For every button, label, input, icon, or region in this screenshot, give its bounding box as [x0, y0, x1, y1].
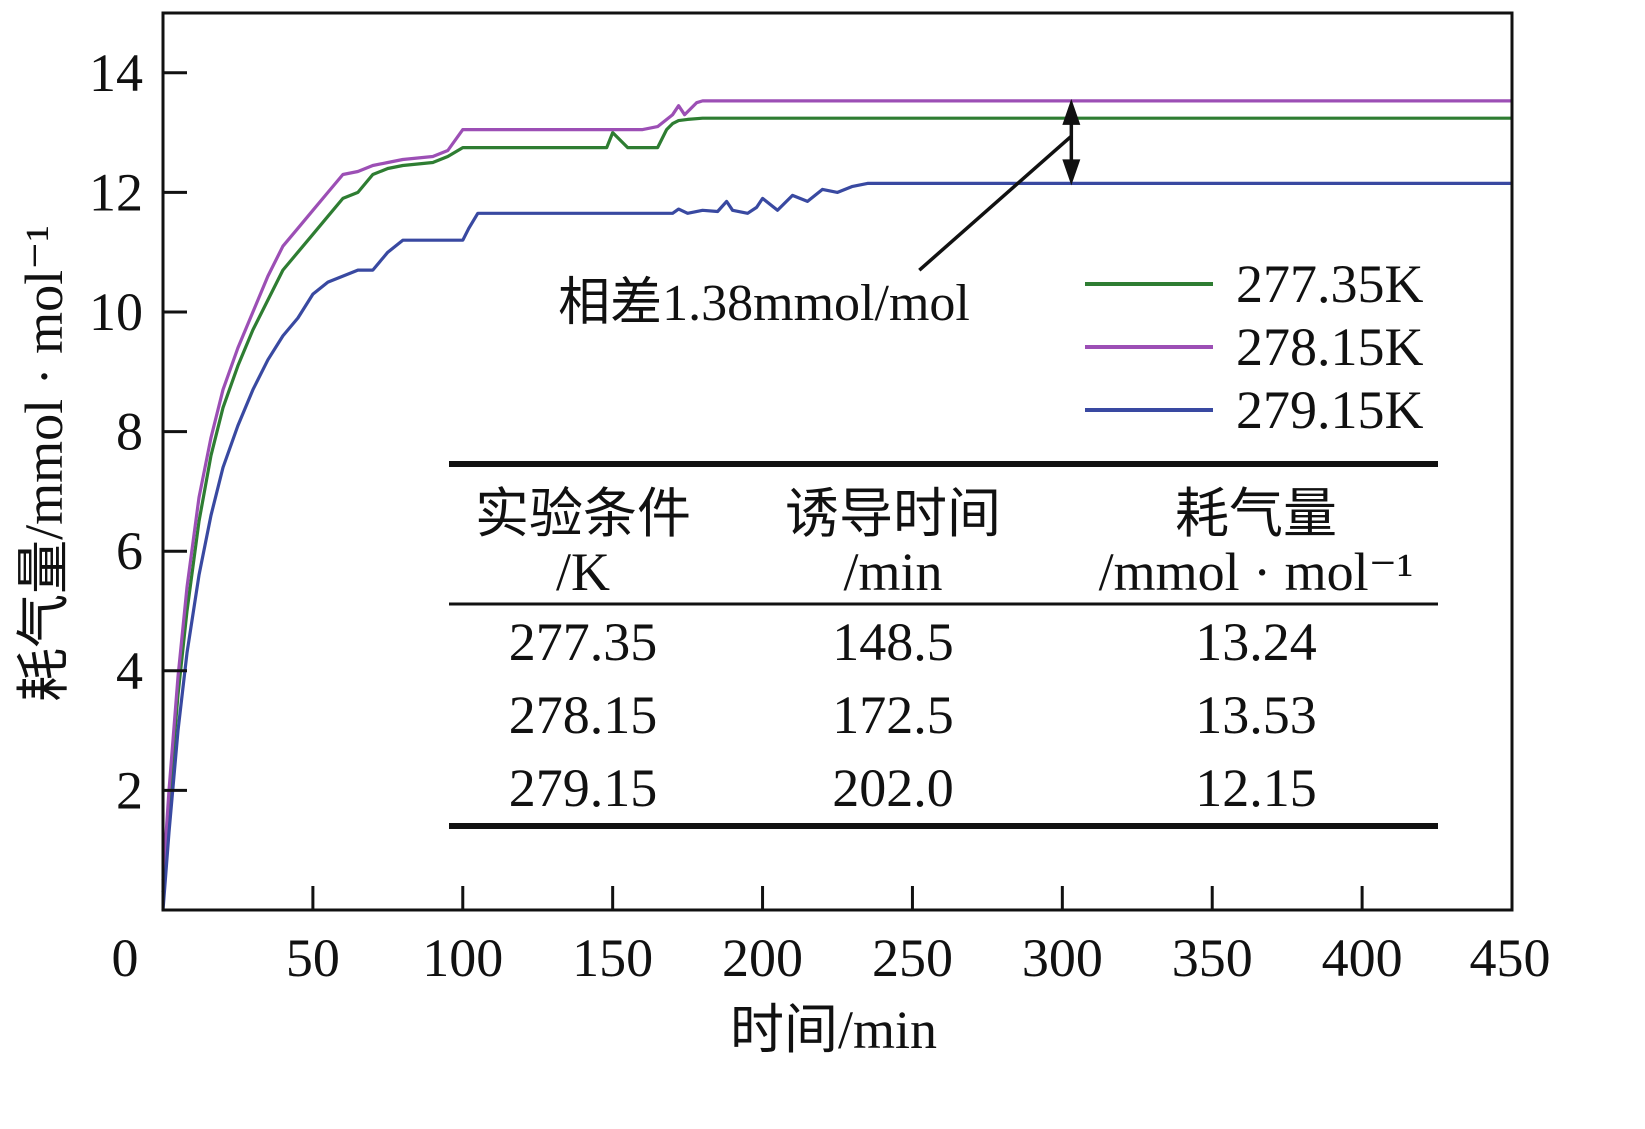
- x-tick-label-400: 400: [1322, 928, 1403, 988]
- table-cell-r3-c2: 202.0: [832, 758, 954, 818]
- table-header-1-line1: 实验条件: [475, 484, 691, 544]
- y-tick-label-12: 12: [89, 162, 143, 222]
- y-tick-label-10: 10: [89, 282, 143, 342]
- table-cell-r1-c2: 148.5: [832, 612, 954, 672]
- legend-label-3: 279.15K: [1236, 380, 1424, 440]
- y-tick-label-8: 8: [116, 402, 143, 462]
- table-cell-r2-c2: 172.5: [832, 685, 954, 745]
- y-tick-label-14: 14: [89, 43, 143, 103]
- x-tick-label-0: 0: [112, 928, 139, 988]
- x-tick-label-300: 300: [1022, 928, 1103, 988]
- x-axis-label: 时间/min: [730, 1000, 937, 1060]
- annotation-group: 相差1.38mmol/mol: [558, 98, 1081, 332]
- legend-label-2: 278.15K: [1236, 317, 1424, 377]
- table-cell-r3-c1: 279.15: [509, 758, 658, 818]
- legend-label-1: 277.35K: [1236, 254, 1424, 314]
- table-header-3-line1: 耗气量: [1175, 484, 1337, 544]
- table-cell-r2-c1: 278.15: [509, 685, 658, 745]
- x-tick-label-250: 250: [872, 928, 953, 988]
- annotation-label: 相差1.38mmol/mol: [558, 275, 970, 332]
- table-header-2-line1: 诱导时间: [785, 484, 1001, 544]
- x-tick-label-150: 150: [572, 928, 653, 988]
- y-axis-label: 耗气量/mmol · mol⁻¹: [14, 225, 74, 702]
- series-line-1: [161, 116, 1512, 893]
- table-cell-r3-c3: 12.15: [1195, 758, 1317, 818]
- plot-series-group: [161, 99, 1512, 911]
- table-header-1-line2: /K: [556, 542, 610, 602]
- y-tick-label-4: 4: [116, 641, 143, 701]
- x-tick-label-100: 100: [422, 928, 503, 988]
- table-cell-r2-c3: 13.53: [1195, 685, 1317, 745]
- series-line-2: [161, 99, 1512, 881]
- table-header-2-line2: /min: [843, 542, 942, 602]
- series-line-3: [161, 181, 1512, 911]
- inset-table-group: 实验条件/K 诱导时间/min 耗气量/mmol · mol⁻¹ 277.35 148.…: [447, 461, 1439, 830]
- annotation-pointer-line: [918, 134, 1073, 272]
- table-cell-r1-c1: 277.35: [509, 612, 658, 672]
- annotation-arrowhead-down: [1062, 159, 1081, 186]
- axis-ticks-group: 0 50 100 150 200 250 300 350 400 450 2 4 6 8 10 12 14: [89, 43, 1551, 988]
- y-tick-label-2: 2: [116, 760, 143, 820]
- annotation-arrowhead-up: [1062, 98, 1081, 125]
- table-cell-r1-c3: 13.24: [1195, 612, 1317, 672]
- table-header-3-line2: /mmol · mol⁻¹: [1099, 542, 1414, 602]
- plot-frame: [161, 11, 1514, 912]
- x-tick-label-50: 50: [286, 928, 340, 988]
- inset-table-background: [447, 463, 1439, 830]
- x-tick-label-450: 450: [1470, 928, 1551, 988]
- y-tick-label-6: 6: [116, 521, 143, 581]
- x-tick-label-350: 350: [1172, 928, 1253, 988]
- x-tick-label-200: 200: [722, 928, 803, 988]
